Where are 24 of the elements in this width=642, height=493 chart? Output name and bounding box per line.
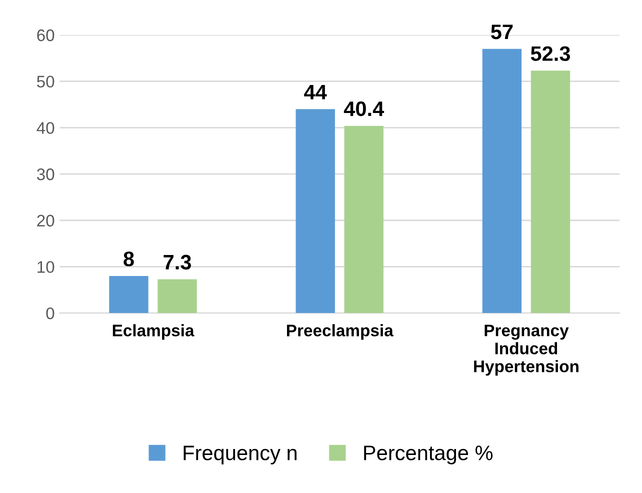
bar xyxy=(296,109,335,314)
bar xyxy=(158,279,197,314)
legend-label: Percentage % xyxy=(364,446,493,464)
x-tick-label: Pregnancy Induced Hypertension xyxy=(474,324,578,376)
y-tick-label: 30 xyxy=(36,168,54,180)
bar xyxy=(344,126,384,314)
y-tick-label: 40 xyxy=(36,122,54,134)
x-tick-label: Preeclampsia xyxy=(286,324,394,340)
data-label: 44 xyxy=(304,84,327,100)
y-tick-label: 10 xyxy=(38,261,54,273)
legend-label: Frequency n xyxy=(184,446,296,464)
data-label: 8 xyxy=(124,252,134,266)
bar xyxy=(530,70,570,314)
y-tick-label: 20 xyxy=(37,214,54,227)
data-label: 40.4 xyxy=(344,101,384,116)
data-label: 52.3 xyxy=(530,46,570,62)
bar xyxy=(482,48,522,314)
y-tick-label: 0 xyxy=(46,307,54,320)
x-tick-label: Eclampsia xyxy=(112,324,194,340)
y-tick-label: 60 xyxy=(37,29,54,42)
data-label: 57 xyxy=(491,24,513,40)
bar xyxy=(109,276,148,314)
data-label: 7.3 xyxy=(164,254,191,270)
y-tick-label: 50 xyxy=(36,76,54,88)
